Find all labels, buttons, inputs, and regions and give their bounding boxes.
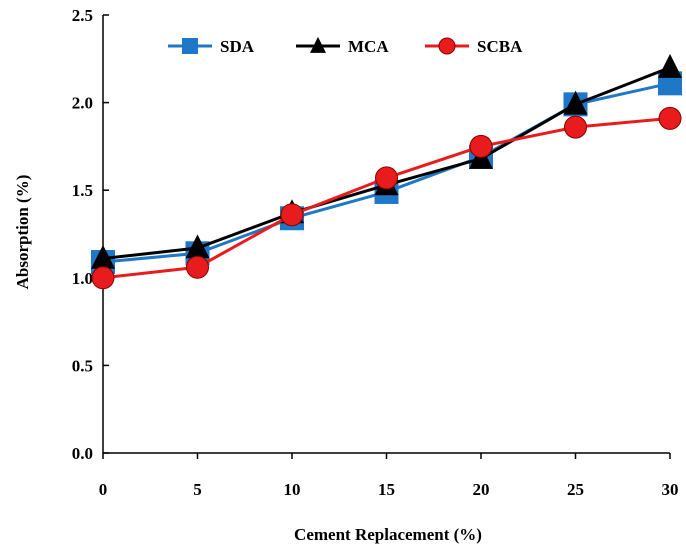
data-point-scba — [280, 203, 304, 227]
data-point-scba — [186, 255, 209, 279]
data-point-scba — [658, 106, 682, 130]
series-layer — [91, 53, 682, 290]
data-point-mca — [185, 234, 210, 259]
legend: SDA MCA SCBA — [168, 36, 523, 56]
y-tick-label: 1.0 — [72, 269, 93, 288]
x-tick-label: 25 — [567, 480, 584, 499]
y-tick-label: 0.5 — [72, 356, 93, 375]
x-tick-label: 0 — [99, 480, 108, 499]
x-tick-label: 10 — [284, 480, 301, 499]
x-tick-label: 20 — [473, 480, 490, 499]
plot-frame — [102, 15, 670, 454]
data-point-mca — [563, 90, 588, 115]
y-tick-label: 1.5 — [72, 181, 93, 200]
legend-marker — [438, 37, 456, 55]
legend-marker — [182, 38, 198, 54]
data-point-scba — [564, 115, 587, 139]
y-tick-label: 2.0 — [72, 94, 93, 113]
data-point-scba — [469, 134, 493, 158]
data-point-mca — [91, 244, 115, 269]
legend-label: SDA — [220, 37, 255, 56]
x-tick-label: 30 — [662, 480, 679, 499]
y-axis: 0.0 0.5 1.0 1.5 2.0 2.5 — [72, 6, 109, 463]
x-axis-title: Cement Replacement (%) — [294, 525, 482, 544]
data-point-scba — [91, 266, 115, 290]
legend-item-sda: SDA — [168, 37, 255, 56]
legend-label: SCBA — [477, 37, 523, 56]
legend-label: MCA — [348, 37, 389, 56]
x-tick-label: 15 — [378, 480, 395, 499]
data-point-mca — [658, 53, 682, 78]
legend-item-scba: SCBA — [425, 37, 523, 56]
series-mca — [91, 53, 682, 269]
y-tick-label: 0.0 — [72, 444, 93, 463]
y-axis-title: Absorption (%) — [13, 175, 32, 290]
x-axis: 0 5 10 15 20 25 30 — [99, 453, 679, 499]
y-tick-label: 2.5 — [72, 6, 93, 25]
legend-item-mca: MCA — [296, 36, 389, 56]
x-tick-label: 5 — [193, 480, 202, 499]
series-scba — [91, 106, 682, 290]
data-point-scba — [375, 166, 398, 190]
legend-marker — [310, 36, 326, 53]
